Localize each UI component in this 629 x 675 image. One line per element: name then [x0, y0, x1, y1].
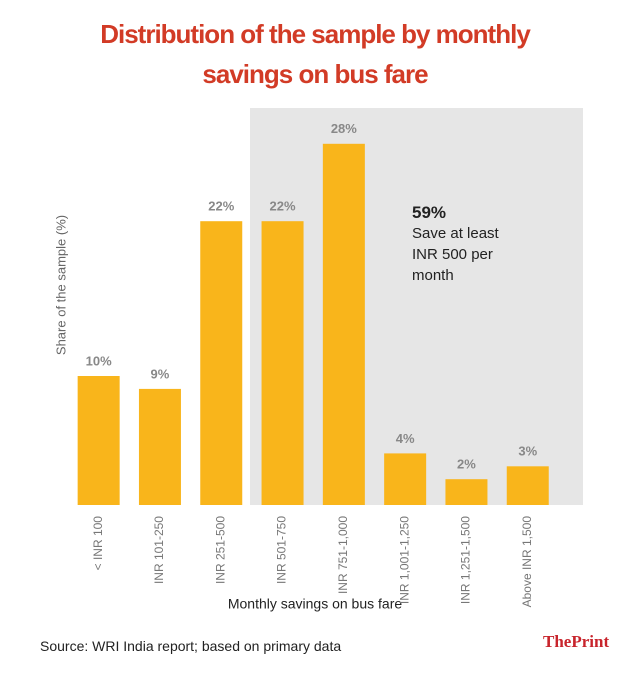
value-label: 2%: [457, 457, 476, 472]
chart-title: Distribution of the sample by monthly sa…: [100, 19, 531, 89]
bar: [138, 388, 181, 505]
annotation-label: 59%: [412, 203, 447, 222]
value-label: 22%: [270, 199, 296, 214]
x-tick-label: < INR 100: [91, 516, 105, 571]
bar: [261, 221, 304, 505]
value-label: 4%: [396, 431, 415, 446]
bar: [77, 376, 120, 505]
bar: [322, 143, 365, 506]
x-tick-label: INR 101-250: [152, 516, 166, 584]
bar: [200, 221, 243, 505]
x-tick-label: INR 251-500: [213, 516, 227, 584]
bar: [506, 466, 549, 505]
bar: [445, 479, 488, 505]
x-tick-label: INR 751-1,000: [336, 516, 350, 594]
value-label: 3%: [518, 444, 537, 459]
value-label: 9%: [151, 366, 170, 381]
brand: ThePrint: [543, 632, 610, 651]
y-axis-label: Share of the sample (%): [53, 215, 68, 355]
value-label: 28%: [331, 121, 357, 136]
x-tick-label: INR 1,001-1,250: [397, 516, 411, 604]
annotation: 59% Save at least INR 500 per month: [412, 202, 522, 286]
x-axis-label: Monthly savings on bus fare: [228, 596, 403, 612]
highlight-region: [250, 108, 583, 505]
x-tick-label: INR 1,251-1,500: [459, 516, 473, 604]
value-label: 10%: [86, 353, 112, 368]
source: Source: WRI India report; based on prima…: [40, 638, 342, 654]
value-label: 22%: [208, 199, 234, 214]
x-tick-label: Above INR 1,500: [520, 516, 534, 608]
bar: [384, 453, 427, 505]
annotation-text: Save at least INR 500 per month: [412, 225, 499, 284]
x-tick-label: INR 501-750: [275, 516, 289, 584]
